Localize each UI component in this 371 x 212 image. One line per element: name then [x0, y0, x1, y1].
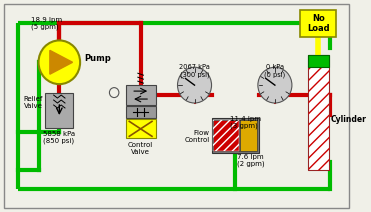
- Bar: [308, 55, 329, 170]
- Text: 7.6 lpm
(2 gpm): 7.6 lpm (2 gpm): [237, 154, 265, 167]
- Circle shape: [177, 67, 211, 103]
- Bar: [45, 93, 73, 128]
- Bar: [125, 106, 156, 119]
- Text: 11.4 lpm
(3 gpm): 11.4 lpm (3 gpm): [230, 116, 262, 130]
- Text: Pump: Pump: [84, 54, 111, 63]
- Bar: [301, 10, 336, 38]
- Bar: [308, 55, 329, 170]
- Bar: [211, 118, 259, 153]
- Text: Cylinder: Cylinder: [331, 115, 367, 124]
- Text: 2067 kPa
(300 psi): 2067 kPa (300 psi): [179, 64, 210, 78]
- Polygon shape: [50, 50, 73, 74]
- Bar: [125, 119, 156, 138]
- Text: 5858 kPa
(850 psi): 5858 kPa (850 psi): [43, 131, 75, 144]
- Circle shape: [258, 67, 292, 103]
- Bar: [213, 120, 239, 151]
- Text: Control
Valve: Control Valve: [128, 142, 153, 155]
- Text: 0 kPa
(0 psi): 0 kPa (0 psi): [264, 64, 286, 78]
- Bar: [213, 120, 239, 151]
- Bar: [125, 85, 156, 105]
- Circle shape: [39, 40, 80, 84]
- Text: 18.9 lpm
(5 gpm): 18.9 lpm (5 gpm): [31, 17, 62, 31]
- Bar: [308, 55, 329, 67]
- Text: Relief
Valve: Relief Valve: [24, 96, 43, 109]
- Text: Flow
Control: Flow Control: [184, 130, 210, 143]
- Bar: [240, 120, 257, 151]
- Text: No
Load: No Load: [307, 14, 330, 33]
